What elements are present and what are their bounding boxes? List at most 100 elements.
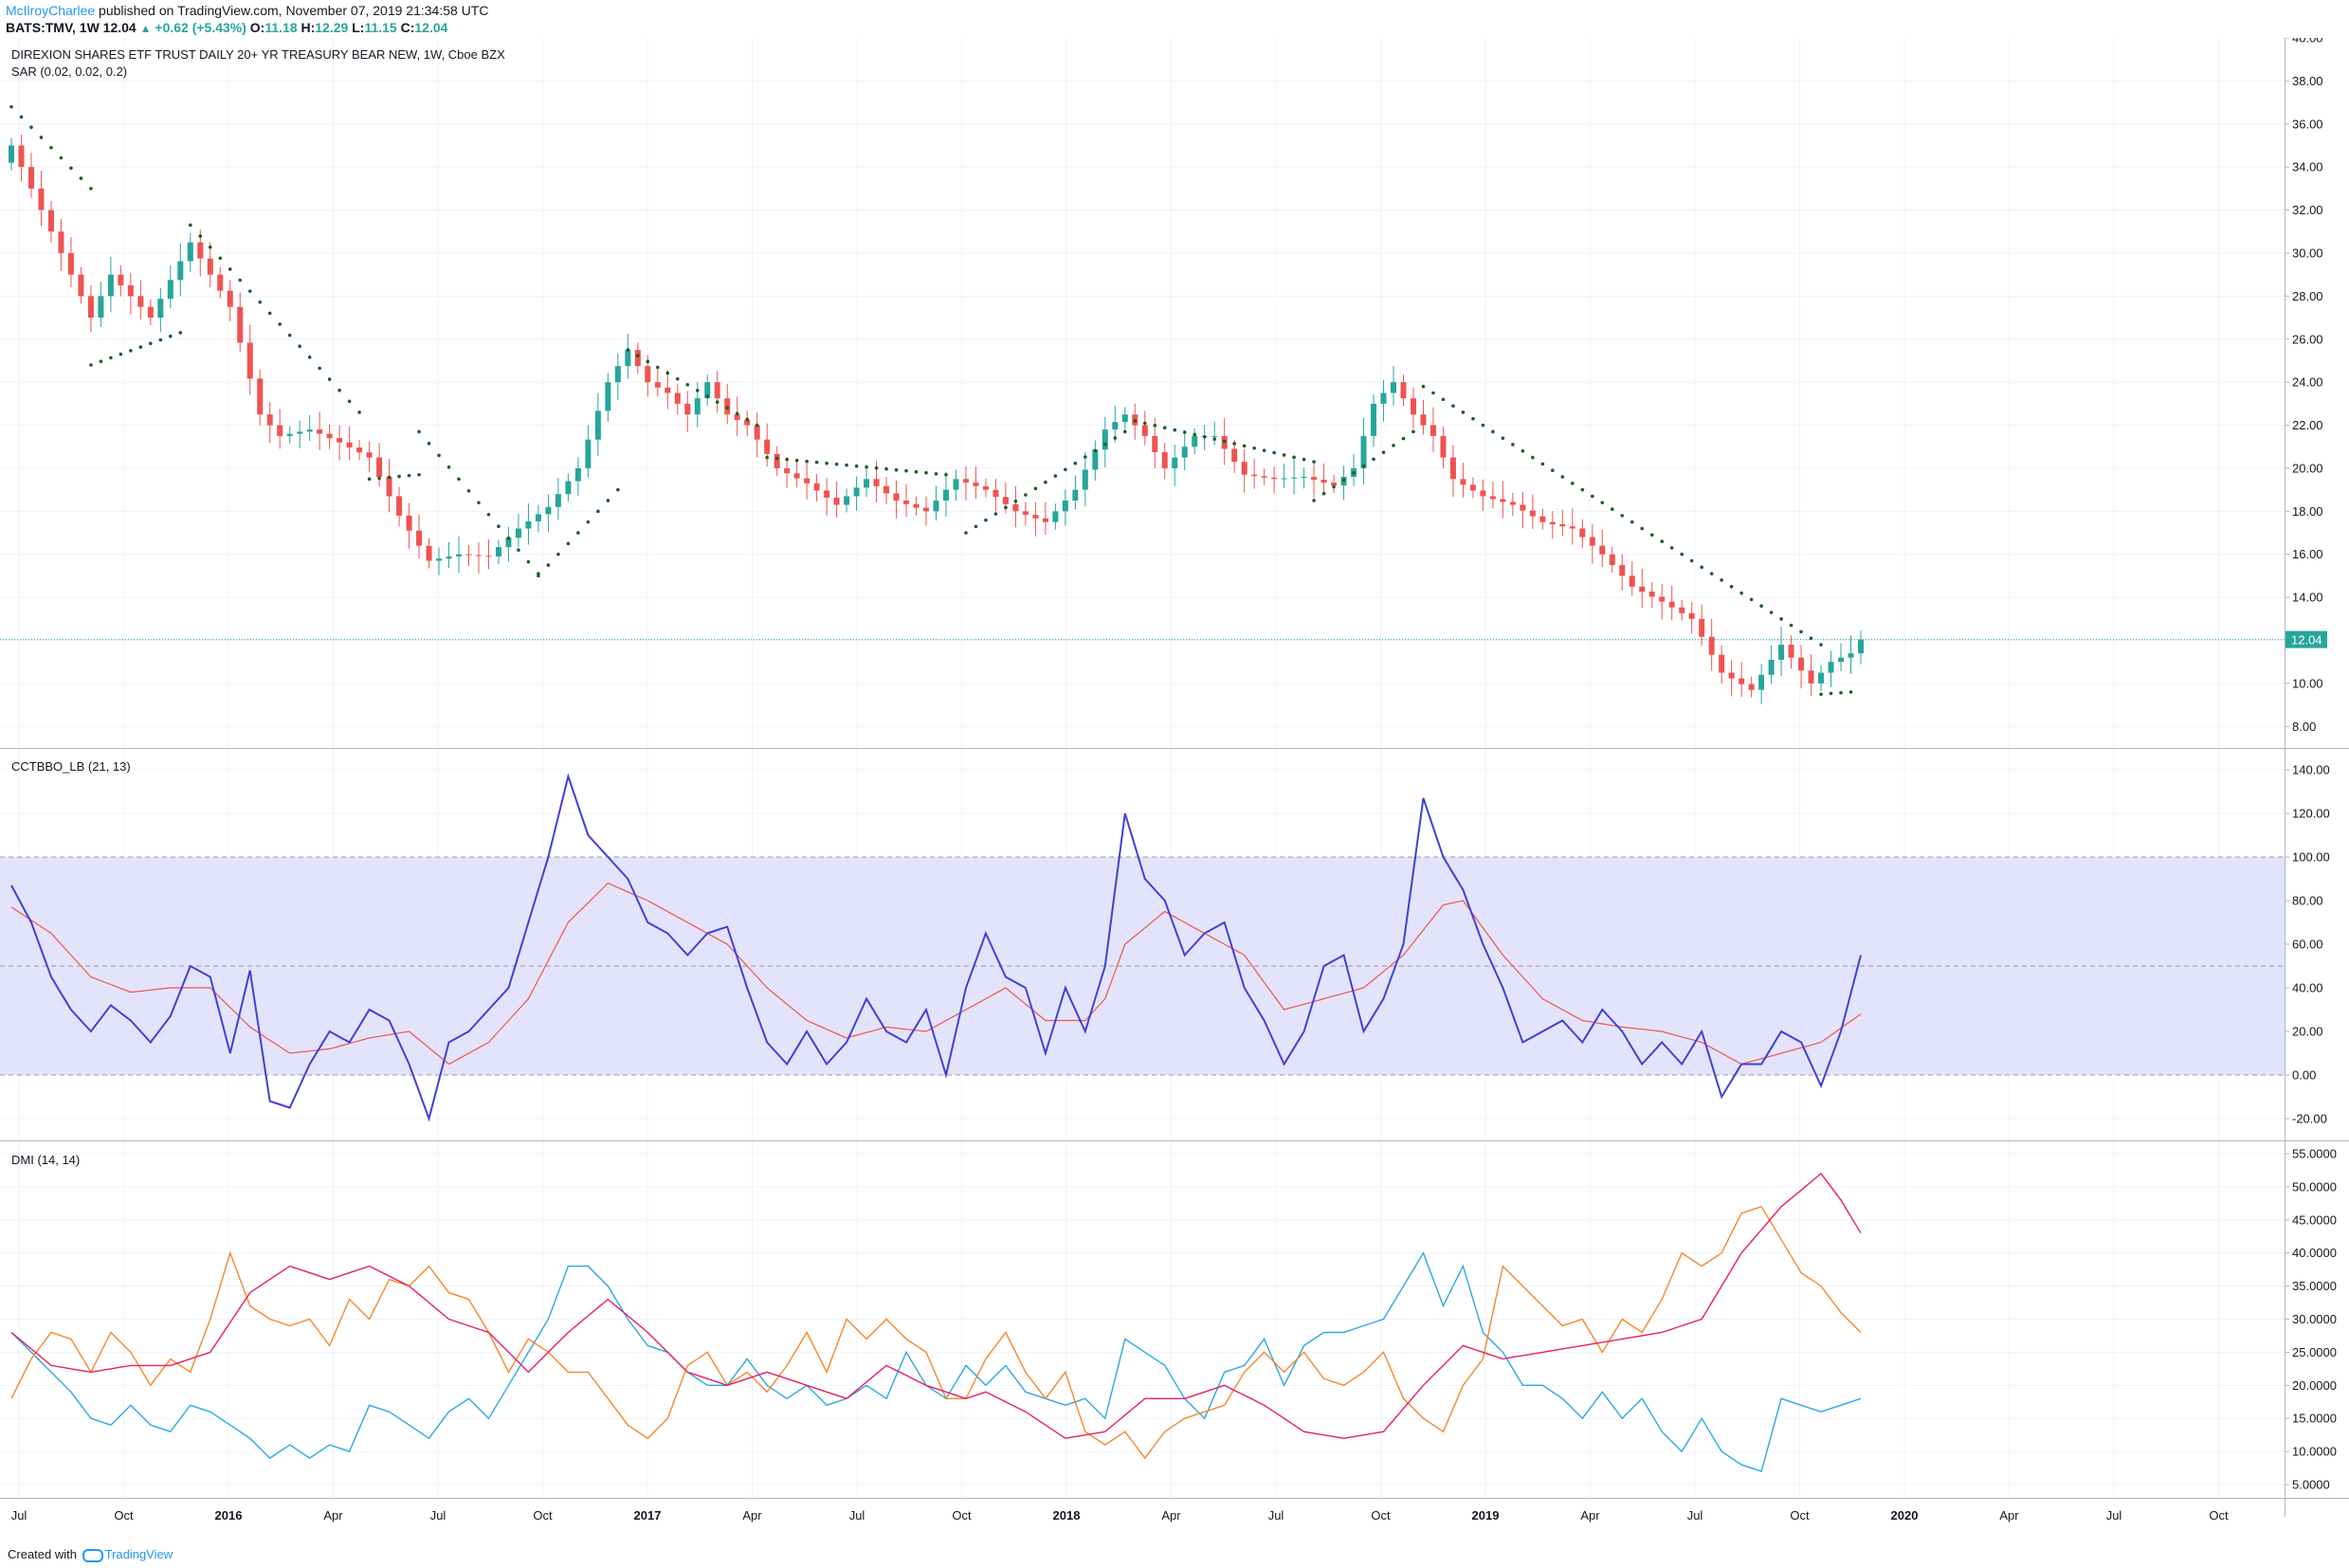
low-value: 11.15 [364,20,397,35]
candle-body [1261,476,1267,478]
sar-dot [238,278,243,283]
time-tick-label: Oct [2209,1508,2229,1522]
candle-body [386,477,392,497]
sar-dot [695,389,700,392]
candle-body [714,382,720,399]
candle-body [1002,497,1009,504]
price-tick-label: 35.0000 [2292,1279,2337,1293]
sar-dot [1848,690,1853,694]
price-tick-label: 20.0000 [2292,1378,2337,1393]
candle-body [1062,500,1068,512]
candle-body [605,382,611,411]
sar-dot [1073,461,1078,465]
sar-dot [1649,533,1654,538]
candle-body [1758,674,1765,690]
candle-body [446,556,452,559]
open-label: O: [249,20,265,35]
sar-dot [178,331,183,335]
author-link[interactable]: McIlroyCharlee [6,3,96,18]
last-price-tag: 12.04 [2285,630,2327,648]
time-tick-label: Apr [323,1508,343,1522]
sar-dot [337,388,341,392]
candle-body [1391,382,1397,393]
last-price: 12.04 [102,20,137,35]
time-tick-label: 2016 [215,1508,243,1522]
sar-dot [636,354,640,358]
candle-body [1311,477,1318,481]
time-tick-label: Apr [1999,1508,2019,1522]
sar-dot [1680,552,1684,556]
sar-dot [1799,629,1803,634]
candle-body [525,520,532,529]
sar-dot [1024,493,1028,497]
sar-indicator-title: SAR (0.02, 0.02, 0.2) [11,64,127,79]
sar-dot [1193,432,1197,437]
sar-dot [1381,450,1386,454]
candle-body [9,145,14,163]
sar-dot [914,469,919,474]
price-tick-label: 24.00 [2292,375,2323,390]
sar-dot [247,289,252,293]
sar-dot [486,512,491,517]
sar-dot [993,512,998,516]
candle-body [18,145,25,168]
sar-dot [466,488,471,493]
sar-dot [1610,507,1614,511]
price-tick-label: -20.00 [2292,1112,2327,1126]
candle-body [764,439,771,454]
candle-body [277,425,283,436]
candle-body [1480,490,1486,497]
chart-area[interactable]: 8.0010.0012.0014.0016.0018.0020.0022.002… [0,38,2349,1543]
sar-dot [357,410,361,414]
candle-body [1509,501,1516,505]
candle-body [1181,447,1188,458]
sar-dot [1720,578,1723,582]
high-label: H: [300,20,316,35]
candle-body [127,285,134,297]
price-tick-label: 80.00 [2292,894,2323,908]
price-tick-label: 14.00 [2292,591,2323,605]
candle-body [694,398,701,415]
candle-body [167,280,173,300]
sar-dot [1779,617,1783,621]
sar-dot [1133,419,1138,423]
sar-dot [1302,457,1306,462]
sar-dot [1471,416,1475,421]
candle-body [1231,448,1238,463]
sar-dot [854,464,859,468]
price-tick-label: 20.00 [2292,1025,2323,1039]
candle-body [962,479,969,483]
candle-body [107,274,114,297]
price-tick-label: 55.0000 [2292,1146,2337,1160]
candle-body [784,467,791,474]
sar-dot [1630,520,1634,524]
sar-dot [1083,455,1087,459]
sar-dot [109,356,113,360]
candle-body [1529,510,1536,517]
candle-body [326,433,333,439]
sar-dot [606,499,610,502]
candle-body [1410,398,1416,415]
candle-body [1042,518,1048,522]
sar-dot [566,541,571,546]
cctbbo-main-line [10,773,1862,1122]
candle-body [98,296,104,319]
sar-dot [934,471,938,476]
candle-body [366,452,373,458]
sar-dot [437,453,441,458]
candle-body [515,528,521,538]
candle-body [1301,477,1307,479]
price-tick-label: 8.00 [2292,720,2316,734]
grid [0,38,2285,1498]
sar-dot [287,333,292,337]
sar-dot [814,460,819,465]
price-change: +0.62 (+5.43%) [155,20,246,35]
candle-body [1380,392,1387,404]
candle-body [1778,645,1785,660]
sar-dot [278,322,282,326]
candle-body [1858,639,1864,654]
candle-body [665,387,671,393]
sar-dot [735,411,739,416]
publish-line: McIlroyCharlee published on TradingView.… [6,3,488,18]
close-label: C: [400,20,415,35]
